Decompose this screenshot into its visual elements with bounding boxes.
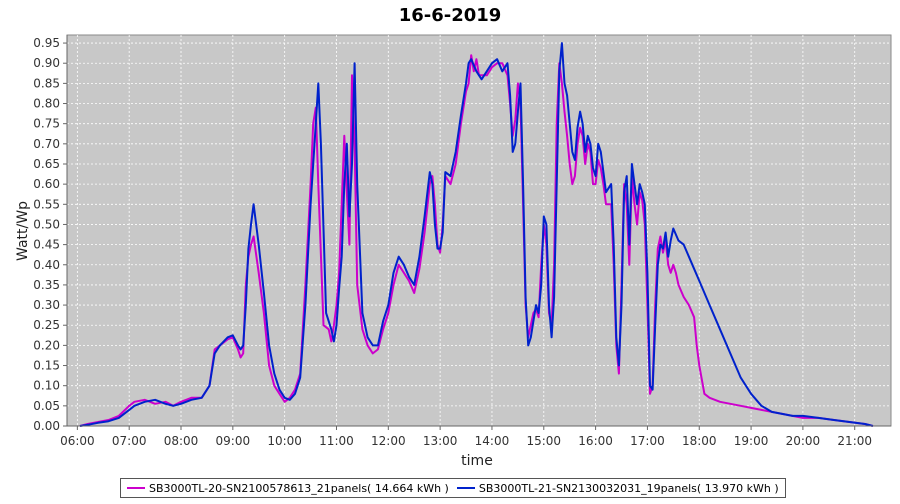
y-tick-label: 0.35 — [33, 278, 60, 292]
x-tick-label: 16:00 — [578, 434, 613, 448]
legend: SB3000TL-20-SN2100578613_21panels( 14.66… — [120, 478, 786, 498]
grid-lines — [67, 35, 891, 427]
y-tick-label: 0.60 — [33, 177, 60, 191]
y-tick-label: 0.70 — [33, 137, 60, 151]
y-tick-label: 0.80 — [33, 97, 60, 111]
x-tick-label: 14:00 — [475, 434, 510, 448]
y-tick-label: 0.20 — [33, 338, 60, 352]
x-tick-label: 19:00 — [734, 434, 769, 448]
x-tick-label: 12:00 — [371, 434, 406, 448]
x-tick-label: 18:00 — [682, 434, 717, 448]
y-tick-label: 0.75 — [33, 117, 60, 131]
x-tick-label: 17:00 — [630, 434, 665, 448]
series-line-2 — [79, 42, 874, 427]
x-tick-label: 07:00 — [112, 434, 147, 448]
legend-label-series-2: SB3000TL-21-SN2130032031_19panels( 13.97… — [478, 481, 779, 495]
y-tick-label: 0.05 — [33, 399, 60, 413]
legend-entry-series-1: SB3000TL-20-SN2100578613_21panels( 14.66… — [127, 482, 449, 495]
legend-swatch-series-2 — [456, 487, 475, 489]
y-tick-label: 0.90 — [33, 56, 60, 70]
x-tick-label: 11:00 — [319, 434, 354, 448]
y-tick-label: 0.55 — [33, 197, 60, 211]
legend-entry-series-2: SB3000TL-21-SN2130032031_19panels( 13.97… — [456, 481, 779, 495]
x-tick-label: 15:00 — [526, 434, 561, 448]
x-tick-label: 13:00 — [423, 434, 458, 448]
x-axis-label: time — [461, 453, 493, 469]
x-tick-label: 10:00 — [267, 434, 302, 448]
series-line-1 — [79, 54, 874, 427]
y-tick-label: 0.25 — [33, 318, 60, 332]
y-tick-label: 0.50 — [33, 217, 60, 231]
y-axis-label: Watt/Wp — [15, 201, 31, 261]
y-axis: 0.00 0.05 0.10 0.15 0.20 0.25 0.30 0.35 0.40 0.45… — [33, 35, 68, 433]
x-tick-label: 21:00 — [837, 434, 872, 448]
y-tick-label: 0.40 — [33, 258, 60, 272]
y-tick-label: 0.95 — [33, 36, 60, 50]
legend-label-series-1: SB3000TL-20-SN2100578613_21panels( 14.66… — [149, 481, 449, 495]
y-tick-label: 0.45 — [33, 238, 60, 252]
y-tick-label: 0.00 — [33, 419, 60, 433]
y-tick-label: 0.10 — [33, 379, 60, 393]
legend-swatch-series-1 — [127, 487, 145, 489]
plot-area — [66, 34, 892, 427]
x-tick-label: 06:00 — [60, 434, 95, 448]
series-layer — [79, 42, 874, 427]
x-tick-label: 08:00 — [164, 434, 199, 448]
x-tick-label: 09:00 — [216, 434, 251, 448]
y-tick-label: 0.15 — [33, 359, 60, 373]
x-tick-label: 20:00 — [786, 434, 821, 448]
y-tick-label: 0.85 — [33, 76, 60, 90]
chart-title: 16-6-2019 — [399, 5, 502, 26]
x-axis: 06:00 07:00 08:00 09:00 10:00 11:00 12:00 13:00… — [60, 425, 891, 448]
y-tick-label: 0.30 — [33, 298, 60, 312]
y-tick-label: 0.65 — [33, 157, 60, 171]
